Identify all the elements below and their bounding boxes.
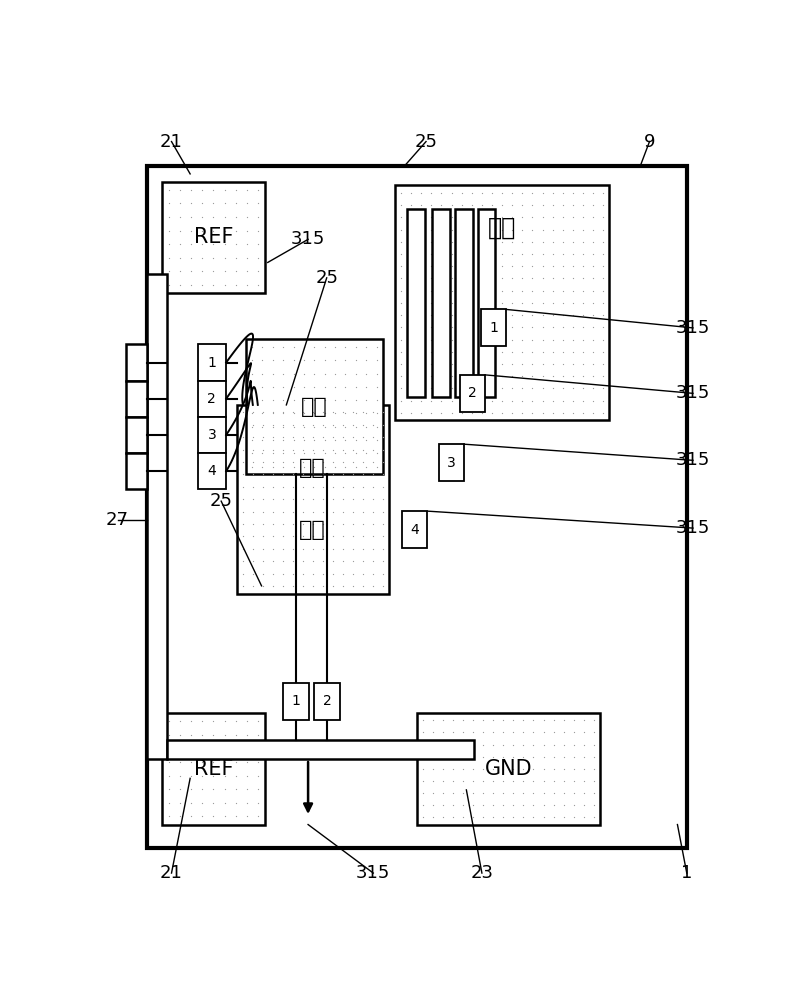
Text: 2: 2 (469, 386, 477, 400)
Bar (147, 274, 167, 759)
Text: 1: 1 (489, 321, 498, 335)
Bar (439, 444, 464, 481)
Text: 1: 1 (292, 694, 300, 708)
Text: 315: 315 (676, 451, 710, 469)
Bar (455, 209, 473, 397)
Text: GND: GND (485, 759, 532, 779)
Text: 温度: 温度 (488, 216, 516, 240)
Text: 315: 315 (291, 230, 325, 248)
Text: 4: 4 (207, 464, 216, 478)
Text: 2: 2 (207, 392, 216, 406)
Bar (460, 375, 485, 412)
Text: REF: REF (194, 227, 233, 247)
Text: 315: 315 (356, 864, 390, 882)
Bar (198, 417, 226, 453)
Bar (402, 511, 427, 548)
Bar (246, 339, 383, 474)
Text: 25: 25 (210, 492, 232, 510)
Bar (433, 209, 449, 397)
Text: 315: 315 (676, 384, 710, 402)
Bar (127, 417, 147, 453)
Text: 27: 27 (106, 511, 129, 529)
Text: 315: 315 (676, 319, 710, 337)
Text: 3: 3 (447, 456, 456, 470)
Text: 23: 23 (470, 864, 493, 882)
Text: 21: 21 (160, 133, 183, 151)
Bar (127, 453, 147, 489)
Bar (162, 182, 264, 293)
Bar (284, 683, 309, 720)
Text: 25: 25 (316, 269, 338, 287)
Bar (147, 166, 686, 848)
Text: 4: 4 (410, 523, 419, 537)
Bar (417, 713, 600, 825)
Text: 9: 9 (644, 133, 655, 151)
Bar (198, 344, 226, 381)
Bar (395, 185, 609, 420)
Bar (198, 381, 226, 417)
Text: 湿度: 湿度 (300, 520, 326, 540)
Text: 315: 315 (676, 519, 710, 537)
Bar (167, 740, 474, 759)
Text: 1: 1 (207, 356, 216, 370)
Bar (477, 209, 495, 397)
Text: 25: 25 (415, 133, 437, 151)
Bar (127, 344, 147, 381)
Text: 1: 1 (681, 864, 692, 882)
Text: 2: 2 (323, 694, 332, 708)
Bar (127, 381, 147, 417)
Text: 相对: 相对 (300, 458, 326, 478)
Text: REF: REF (194, 759, 233, 779)
Bar (237, 405, 388, 594)
Bar (481, 309, 506, 346)
Text: 气体: 气体 (301, 397, 328, 417)
Bar (314, 683, 340, 720)
Text: 21: 21 (160, 864, 183, 882)
Bar (198, 453, 226, 489)
Bar (162, 713, 264, 825)
Text: 3: 3 (207, 428, 216, 442)
Bar (408, 209, 425, 397)
